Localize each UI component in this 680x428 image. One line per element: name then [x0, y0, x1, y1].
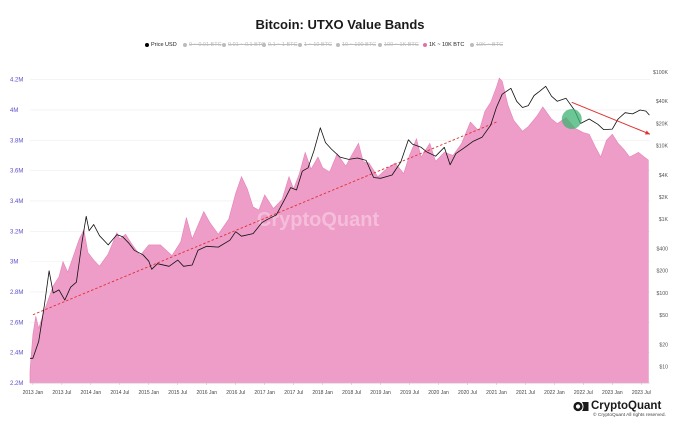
legend-swatch: [262, 42, 266, 47]
legend-item[interactable]: 10 ~ 100 BTC: [336, 42, 376, 48]
x-axis-tick-label: 2017 Jan: [254, 390, 275, 396]
x-axis-tick-label: 2019 Jan: [370, 390, 391, 396]
right-axis-tick-label: $10: [659, 364, 668, 370]
legend-swatch: [336, 42, 340, 47]
x-axis-tick-label: 2020 Jan: [428, 390, 449, 396]
legend-item[interactable]: 10K ~ BTC: [470, 42, 503, 48]
right-axis-tick-label: $100: [656, 291, 668, 297]
right-axis: $10 $20 $50 $100 $200 $400 $1K $2K $4K $10K $20K $4…: [653, 70, 669, 371]
right-axis-tick-label: $200: [656, 269, 668, 275]
legend-swatch: [183, 42, 187, 47]
legend-item[interactable]: 1 ~ 10 BTC: [298, 42, 332, 48]
legend-label: Price USD: [151, 42, 177, 48]
right-axis-tick-label: $2K: [659, 195, 669, 201]
x-axis: 2013 Jan 2013 Jul 2014 Jan 2014 Jul 2015 Jan…: [23, 382, 651, 396]
annotations: [561, 101, 651, 135]
right-axis-tick-label: $20: [659, 342, 668, 348]
brand: CryptoQuant: [573, 400, 668, 414]
legend-label: 0 ~ 0.01 BTC: [189, 42, 222, 48]
x-axis-tick-label: 2018 Jan: [312, 390, 333, 396]
legend-item[interactable]: 100 ~ 1K BTC: [378, 42, 419, 48]
legend-label: 10 ~ 100 BTC: [342, 42, 377, 48]
copyright-text: © CryptoQuant All rights reserved.: [593, 413, 666, 418]
x-axis-tick-label: 2013 Jan: [23, 390, 44, 396]
legend-item[interactable]: 0 ~ 0.01 BTC: [183, 42, 222, 48]
legend-swatch: [378, 42, 382, 47]
right-axis-tick-label: $50: [659, 313, 668, 319]
legend-swatch: [222, 42, 226, 47]
legend-item[interactable]: 1K ~ 10K BTC: [423, 42, 464, 48]
legend-label: 100 ~ 1K BTC: [384, 42, 419, 48]
legend-item[interactable]: 0.1 ~ 1 BTC: [262, 42, 298, 48]
x-axis-tick-label: 2014 Jul: [110, 390, 129, 396]
left-axis-tick-label: 3.4M: [10, 199, 23, 205]
price-line: [30, 85, 650, 359]
x-axis-tick-label: 2021 Jul: [516, 390, 535, 396]
left-axis-tick-label: 2.6M: [10, 320, 23, 326]
chart-legend: Price USD 0 ~ 0.01 BTC 0.01 ~ 0.1 BTC 0.1 ~…: [0, 42, 680, 54]
cryptoquant-logo-icon: [573, 401, 589, 412]
x-axis-tick-label: 2016 Jul: [226, 390, 245, 396]
legend-label: 1 ~ 10 BTC: [304, 42, 332, 48]
x-axis-tick-label: 2018 Jul: [342, 390, 361, 396]
x-axis-tick-label: 2019 Jul: [400, 390, 419, 396]
left-axis-tick-label: 3.2M: [10, 229, 23, 235]
legend-label: 0.01 ~ 0.1 BTC: [228, 42, 266, 48]
arrow-head: [645, 130, 650, 135]
right-axis-tick-label: $40K: [656, 99, 669, 105]
legend-label: 10K ~ BTC: [476, 42, 504, 48]
highlight-circle: [561, 109, 582, 130]
left-axis-tick-label: 3.6M: [10, 169, 23, 175]
legend-item[interactable]: Price USD: [145, 42, 177, 48]
left-axis-tick-label: 2.8M: [10, 290, 23, 296]
watermark-text: CryptoQuant: [257, 209, 380, 231]
legend-item[interactable]: 0.01 ~ 0.1 BTC: [222, 42, 265, 48]
right-axis-tick-label: $20K: [656, 121, 669, 127]
left-axis-tick-label: 4M: [10, 108, 18, 114]
legend-label: 0.1 ~ 1 BTC: [268, 42, 298, 48]
chart-title: Bitcoin: UTXO Value Bands: [255, 17, 425, 32]
x-axis-tick-label: 2015 Jan: [138, 390, 159, 396]
x-axis-tick-label: 2020 Jul: [458, 390, 477, 396]
legend-swatch: [145, 42, 149, 47]
brand-name: CryptoQuant: [591, 400, 662, 412]
x-axis-tick-label: 2015 Jul: [168, 390, 187, 396]
x-axis-tick-label: 2021 Jan: [486, 390, 507, 396]
watermark: CryptoQuant: [257, 209, 380, 231]
left-axis-tick-label: 3.8M: [10, 138, 23, 144]
x-axis-tick-label: 2013 Jul: [52, 390, 71, 396]
right-axis-tick-label: $400: [656, 246, 668, 252]
left-axis: 2.2M 2.4M 2.6M 2.8M 3M 3.2M 3.4M 3.6M 3.8M 4M 4.2M: [10, 78, 23, 387]
legend-swatch: [470, 42, 474, 47]
left-axis-tick-label: 2.2M: [10, 381, 23, 387]
x-axis-tick-label: 2022 Jan: [544, 390, 565, 396]
right-axis-tick-label: $100K: [653, 70, 669, 76]
legend-swatch: [298, 42, 302, 47]
x-axis-tick-label: 2022 Jul: [574, 390, 593, 396]
left-axis-tick-label: 4.2M: [10, 78, 23, 84]
left-axis-tick-label: 3M: [10, 260, 18, 266]
legend-label: 1K ~ 10K BTC: [429, 42, 465, 48]
left-axis-tick-label: 2.4M: [10, 351, 23, 357]
x-axis-tick-label: 2023 Jan: [602, 390, 623, 396]
x-axis-tick-label: 2023 Jul: [632, 390, 651, 396]
arrow-line: [571, 101, 651, 135]
price-series-line: [30, 85, 650, 359]
x-axis-tick-label: 2014 Jan: [81, 390, 102, 396]
x-axis-tick-label: 2017 Jul: [284, 390, 303, 396]
right-axis-tick-label: $10K: [656, 143, 669, 149]
x-axis-tick-label: 2016 Jan: [196, 390, 217, 396]
legend-swatch: [423, 42, 427, 47]
right-axis-tick-label: $4K: [659, 173, 669, 179]
right-axis-tick-label: $1K: [659, 217, 669, 223]
